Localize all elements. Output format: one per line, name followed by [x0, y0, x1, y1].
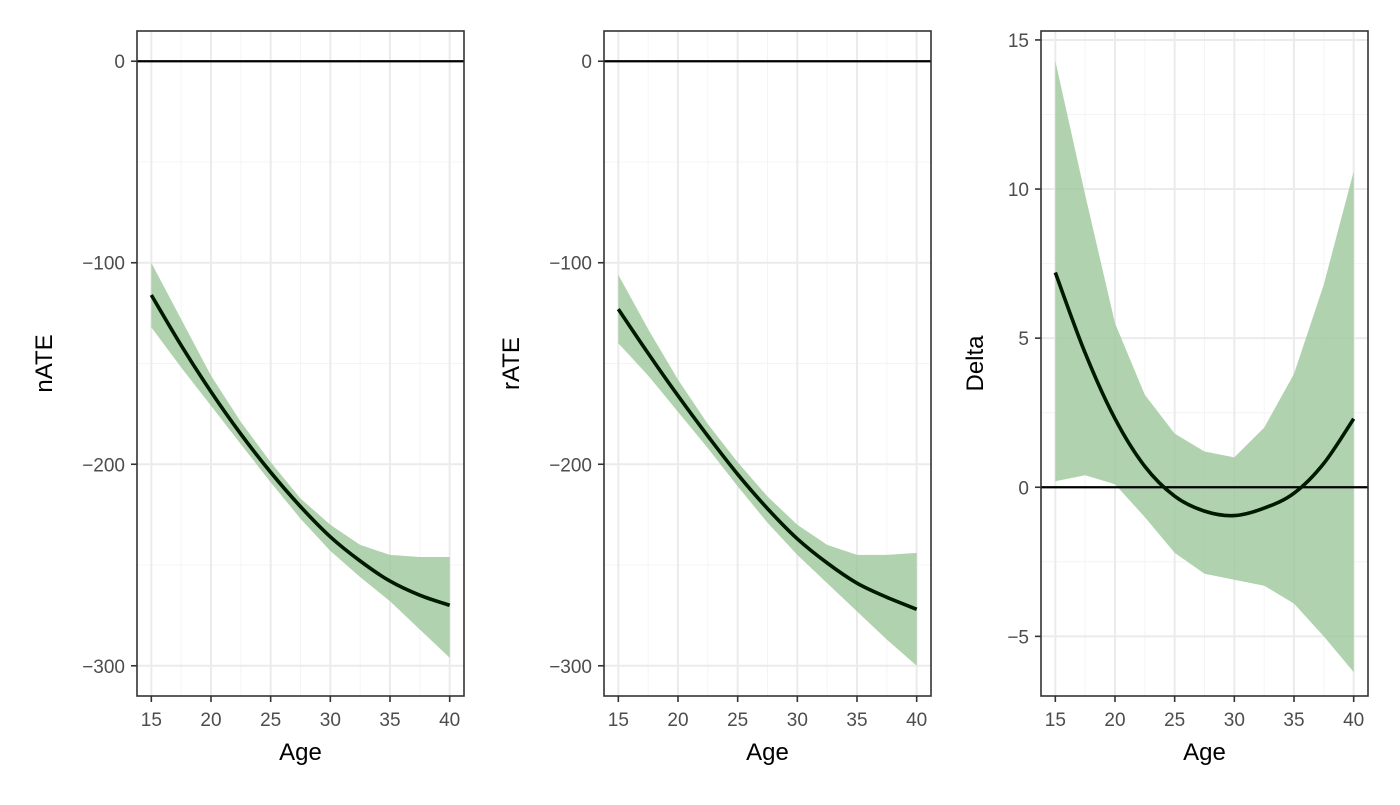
y-axis-title: rATE [498, 337, 525, 390]
x-tick-label: 35 [1283, 710, 1304, 731]
y-tick-label: 0 [1018, 478, 1029, 499]
y-tick-label: −200 [82, 455, 125, 476]
y-axis-title: nATE [31, 334, 58, 392]
confidence-band [618, 274, 917, 666]
x-tick-label: 40 [1343, 710, 1364, 731]
x-tick-label: 30 [320, 710, 341, 731]
x-tick-label: 30 [1224, 710, 1245, 731]
x-axis-title: Age [746, 739, 789, 766]
x-tick-label: 15 [608, 710, 629, 731]
x-tick-label: 20 [1104, 710, 1125, 731]
x-tick-label: 20 [667, 710, 688, 731]
confidence-band [151, 262, 450, 658]
x-tick-label: 15 [141, 710, 162, 731]
chart-panel-delta: 15 20 25 30 35 40 −5 0 5 10 15 Age Delta [962, 30, 1369, 766]
fitted-line [1053, 271, 1356, 518]
chart-panel-rate: 15 20 25 30 35 40 −300 −200 −100 0 Age rATE [498, 30, 932, 766]
x-tick-label: 25 [260, 710, 281, 731]
y-tick-label: −100 [549, 254, 592, 275]
x-tick-label: 25 [727, 710, 748, 731]
y-tick-label: 10 [1008, 180, 1029, 201]
fitted-line [616, 308, 918, 611]
y-tick-label: −5 [1007, 627, 1029, 648]
x-axis-title: Age [1183, 739, 1226, 766]
x-tick-label: 15 [1045, 710, 1066, 731]
x-tick-label: 35 [846, 710, 867, 731]
x-tick-label: 25 [1164, 710, 1185, 731]
panel-border [136, 30, 465, 697]
x-tick-label: 40 [439, 710, 460, 731]
y-tick-label: −300 [82, 657, 125, 678]
y-tick-label: 15 [1008, 31, 1029, 52]
x-tick-label: 40 [906, 710, 927, 731]
x-axis-title: Age [279, 739, 322, 766]
x-tick-label: 20 [200, 710, 221, 731]
confidence-band [1055, 60, 1354, 673]
y-tick-label: −200 [549, 455, 592, 476]
y-tick-label: 5 [1018, 329, 1029, 350]
panel-border [603, 30, 932, 697]
chart-panel-nate: 15 20 25 30 35 40 −300 −200 −100 0 Age nATE [31, 30, 465, 766]
y-tick-label: −300 [549, 657, 592, 678]
y-tick-label: 0 [581, 52, 592, 73]
x-tick-label: 35 [379, 710, 400, 731]
y-axis-title: Delta [962, 335, 989, 392]
fitted-line [149, 294, 451, 608]
y-tick-label: 0 [114, 52, 125, 73]
x-tick-label: 30 [787, 710, 808, 731]
y-tick-label: −100 [82, 254, 125, 275]
panel-border [1040, 30, 1369, 697]
